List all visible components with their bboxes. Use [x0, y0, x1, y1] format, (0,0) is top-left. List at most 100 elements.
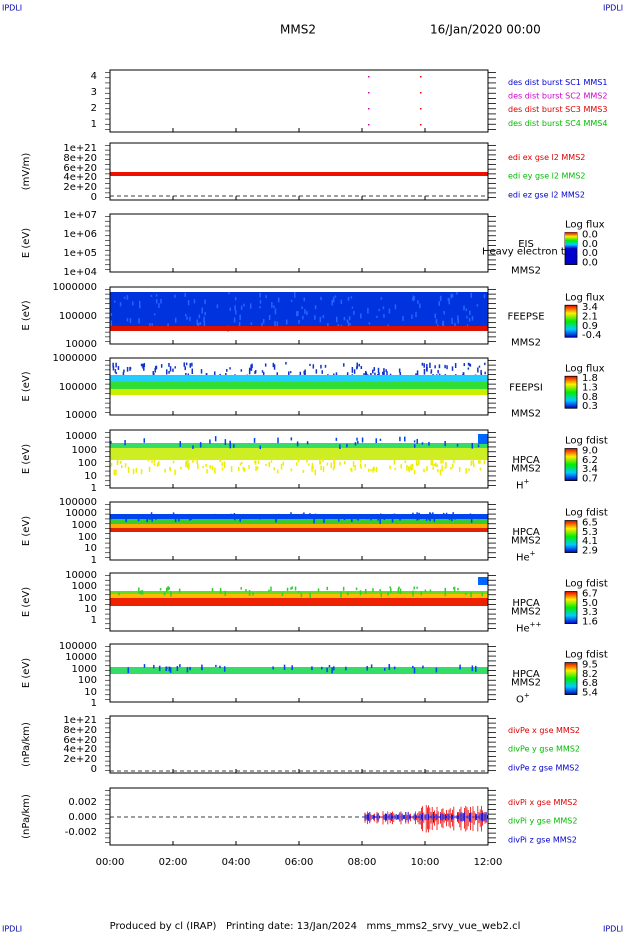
spectrogram-speck [317, 588, 320, 592]
spectrogram-speck [470, 292, 473, 298]
spectrogram-speck [470, 460, 473, 466]
spectrogram-speck [447, 297, 450, 301]
spectrogram-speck [359, 458, 362, 463]
spectrogram-speck [423, 363, 425, 368]
y-tick-label: 1e+06 [63, 229, 97, 240]
colorbar-title: Log fdist [565, 507, 608, 518]
spectrogram-speck [389, 465, 391, 470]
y-tick-label: 1000 [72, 664, 97, 675]
spectrogram-speck [123, 296, 126, 299]
spectrogram-speck [430, 369, 433, 373]
spectrogram-speck [119, 302, 122, 307]
spectrogram-speck [433, 463, 436, 467]
spectrogram-speck [110, 312, 113, 316]
spectrogram-speck [360, 365, 363, 370]
spectrogram-speck [446, 365, 448, 370]
spectrogram-speck [296, 441, 299, 447]
spectrogram-speck [223, 461, 226, 465]
spectrogram-speck [442, 458, 444, 464]
ion-charge: + [530, 550, 536, 558]
spectrogram-speck [142, 363, 145, 369]
spectrogram-speck [426, 466, 428, 471]
y-axis-label: (mV/m) [21, 153, 32, 191]
x-tick-label: 00:00 [96, 857, 125, 868]
spectrogram-speck [112, 365, 115, 371]
spectrogram-speck [351, 306, 354, 309]
spectrogram-speck [385, 369, 387, 372]
spectrogram-speck [309, 513, 311, 519]
spectrogram-speck [297, 590, 300, 593]
probe-label: MMS2 [511, 463, 541, 474]
spectrogram-speck [370, 469, 372, 472]
colorbar-tick-label: 2.1 [582, 312, 598, 323]
spectrogram-speck [451, 317, 453, 321]
spectrogram-speck [436, 464, 439, 468]
ion-base: He [516, 624, 530, 635]
spectrogram-speck [319, 316, 322, 323]
spectrogram-speck [389, 586, 391, 589]
spectrogram-speck [158, 460, 160, 467]
y-tick-label: 1 [91, 555, 97, 566]
spectrogram-speck [167, 586, 169, 591]
spectrogram-speck [238, 467, 240, 471]
spectrogram-band [110, 514, 488, 520]
spectrogram-speck [174, 294, 176, 298]
instrument-label: HPCA [512, 455, 540, 466]
spectrogram-speck [209, 439, 211, 444]
spectrogram-speck [438, 364, 441, 369]
burst-dot [420, 124, 422, 126]
spectrogram-speck [201, 667, 203, 671]
spectrogram-speck [397, 588, 400, 594]
spectrogram-speck [276, 321, 279, 326]
spectrogram-speck [277, 297, 280, 303]
spectrogram-speck [480, 372, 483, 378]
spectrogram-speck [360, 466, 363, 469]
spectrogram-speck [379, 513, 382, 518]
spectrogram-speck [184, 366, 186, 371]
spectrogram-speck [132, 468, 135, 475]
spectrogram-speck [346, 319, 349, 323]
spectrogram-speck [390, 588, 392, 593]
spectrogram-speck [346, 443, 348, 448]
colorbar-tick-label: 1.3 [582, 383, 598, 394]
spectrogram-speck [417, 300, 419, 304]
spectrogram-speck [174, 469, 176, 476]
spectrogram-speck [393, 513, 396, 519]
colorbar-tick-label: 5.4 [582, 688, 598, 699]
spectrogram-speck [335, 316, 338, 323]
spectrogram-speck [444, 364, 446, 369]
spectrogram-speck [286, 587, 289, 591]
spectrogram-speck [258, 514, 261, 520]
spectrogram-speck [205, 463, 207, 467]
spectrogram-speck [120, 460, 122, 464]
spectrogram-speck [451, 463, 454, 469]
spectrogram-speck [373, 468, 376, 471]
y-tick-label: 1e+21 [63, 143, 97, 154]
spectrogram-speck [475, 665, 477, 672]
y-tick-label: 1000000 [52, 353, 97, 364]
spectrogram-speck [463, 305, 465, 311]
spectrogram-speck [465, 592, 467, 595]
spectrogram-speck [172, 460, 175, 464]
spectrogram-speck [138, 300, 141, 307]
spectrogram-speck [158, 303, 160, 309]
spectrogram-speck [423, 468, 425, 473]
spectrogram-speck [154, 368, 156, 373]
spectrogram-speck [383, 667, 386, 671]
spectrogram-speck [327, 323, 329, 329]
spectrogram-speck [394, 304, 397, 310]
spectrogram-speck [416, 438, 418, 444]
spectrogram-speck [197, 464, 199, 470]
ion-charge: ++ [530, 621, 542, 629]
spectrogram-speck [242, 466, 245, 471]
spectrogram-speck [416, 460, 418, 466]
spectrogram-speck [234, 297, 237, 301]
spectrogram-speck [399, 436, 401, 442]
spectrogram-speck [135, 468, 138, 473]
spectrogram-speck [335, 437, 338, 441]
colorbar-tick-label: -0.4 [582, 330, 602, 341]
spectrogram-speck [297, 458, 300, 463]
spectrogram-speck [202, 465, 204, 469]
spectrogram-speck [111, 515, 113, 520]
spectrogram-speck [347, 296, 350, 301]
